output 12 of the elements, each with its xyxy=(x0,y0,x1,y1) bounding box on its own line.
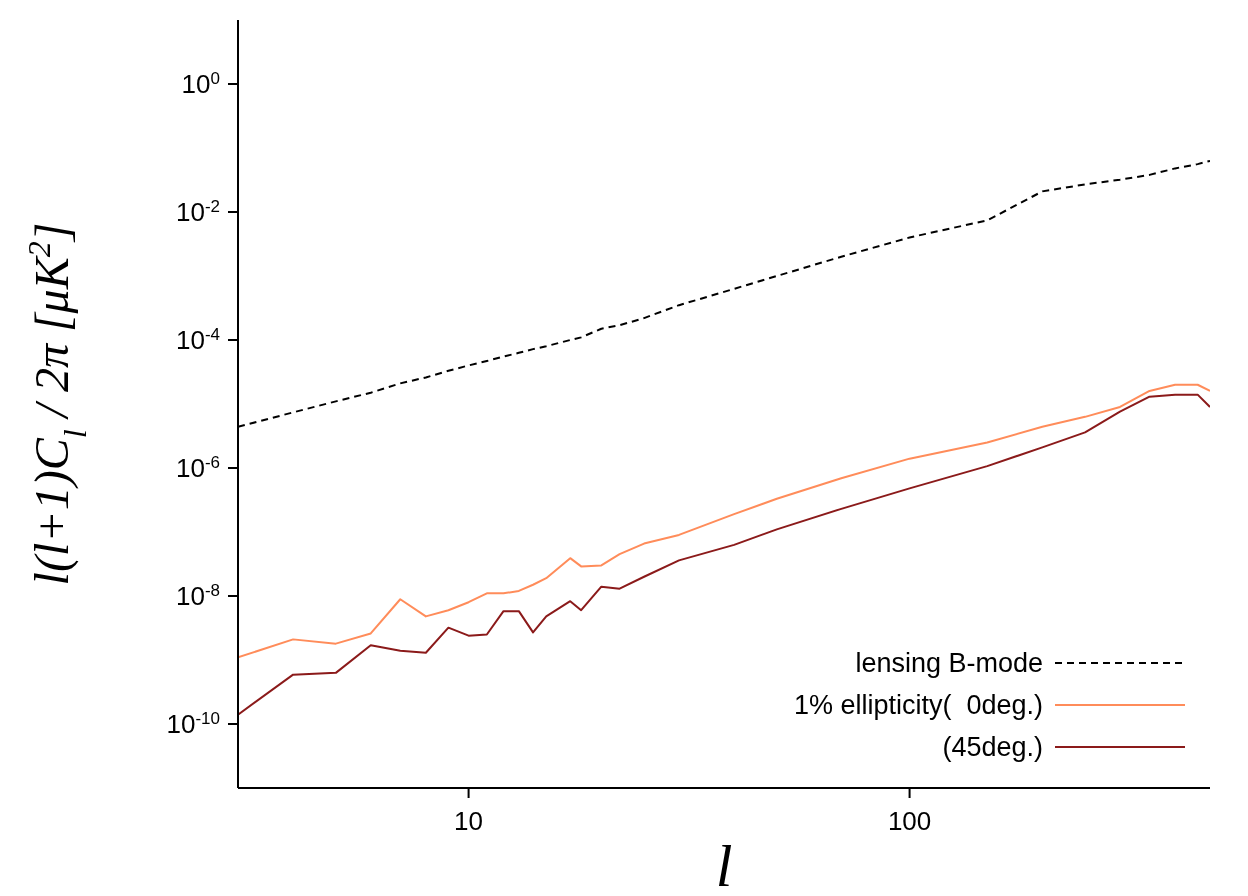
x-axis-title: l xyxy=(715,833,733,896)
x-tick-label: 10 xyxy=(454,806,484,836)
y-tick-label: 10$^{-8}$ xyxy=(175,580,220,611)
x-tick-label: 100 xyxy=(887,806,932,836)
y-tick-label: 10$^{-6}$ xyxy=(175,452,220,483)
legend-label: 1% ellipticity( 0deg.) xyxy=(793,689,1043,721)
y-tick-label: 10$^{-4}$ xyxy=(175,324,220,355)
legend-label: (45deg.) xyxy=(942,731,1043,763)
y-tick-label: 10$^{-10}$ xyxy=(166,708,220,739)
y-tick-label: 10$^{-2}$ xyxy=(175,196,220,227)
y-tick-label: 10$^{0}$ xyxy=(181,68,220,99)
legend-label: lensing B-mode xyxy=(855,647,1043,679)
